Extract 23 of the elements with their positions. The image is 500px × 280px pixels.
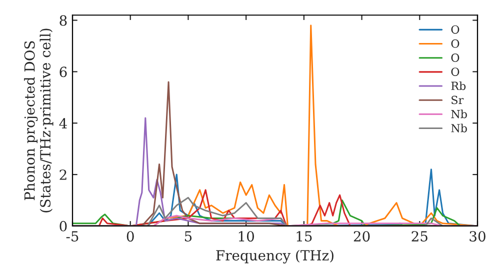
y-tick-label: 8 — [60, 15, 67, 26]
x-tick-label: 20 — [354, 231, 370, 242]
x-tick-label: 10 — [238, 231, 254, 242]
y-tick-label: 6 — [60, 66, 67, 78]
y-tick-label: 0 — [60, 220, 67, 232]
legend-label: O — [451, 25, 460, 34]
legend-label: Nb — [451, 124, 467, 132]
y-tick-label: 4 — [59, 118, 67, 128]
x-tick-label: -5 — [66, 231, 78, 242]
x-tick-label: 0 — [126, 231, 134, 242]
y-tick-label: 2 — [60, 170, 66, 180]
x-tick-label: 30 — [470, 231, 486, 242]
legend-label: Sr — [452, 96, 464, 104]
legend-label: O — [451, 53, 460, 62]
legend-label: Rb — [451, 81, 466, 90]
x-axis-title: Frequency (THz) — [216, 250, 334, 264]
y-axis-title: Phonon projected DOS (States/THz·primitive cell) — [24, 28, 54, 212]
legend-label: O — [451, 68, 460, 76]
x-tick-label: 5 — [184, 231, 192, 242]
legend-label: O — [451, 39, 460, 48]
x-tick-label: 15 — [296, 231, 312, 242]
legend-label: Nb — [451, 110, 467, 118]
x-tick-label: 25 — [412, 231, 428, 242]
